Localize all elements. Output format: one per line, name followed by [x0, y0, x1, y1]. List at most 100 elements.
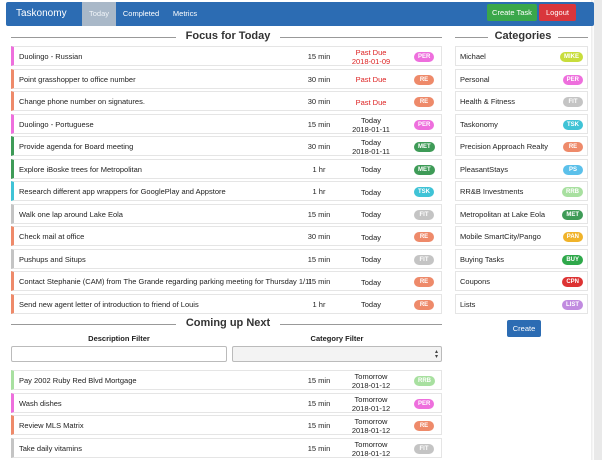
task-due-date: Past Due — [339, 92, 403, 112]
task-due-status: Today — [360, 300, 381, 309]
task-duration: 1 hr — [312, 187, 326, 196]
task-row[interactable]: Review MLS Matrix 15 min Tomorrow 2018-01-1… — [11, 415, 442, 435]
task-duration: 30 min — [307, 97, 331, 106]
task-duration: 30 min — [307, 232, 331, 241]
category-badge[interactable]: RE — [414, 299, 434, 310]
task-row[interactable]: Provide agenda for Board meeting 30 min To… — [11, 136, 442, 156]
create-category-button[interactable]: Create — [507, 320, 541, 337]
task-row[interactable]: Pay 2002 Ruby Red Blvd Mortgage 15 min Tom… — [11, 370, 442, 390]
task-duration: 15 min — [307, 52, 331, 61]
category-name: PleasantStays — [460, 164, 508, 174]
select-arrows-icon: ▴ ▾ — [434, 349, 438, 360]
task-row[interactable]: Duolingo - Russian 15 min Past Due 2018-01-… — [11, 46, 442, 66]
category-badge: PS — [563, 164, 583, 175]
category-name: Health & Fitness — [460, 97, 516, 106]
task-duration: 15 min — [307, 398, 331, 408]
category-badge[interactable]: PER — [414, 119, 435, 130]
category-badge[interactable]: MET — [414, 164, 435, 175]
category-name: RR&B Investments — [460, 187, 524, 196]
task-due-day: 2018-01-12 — [351, 448, 391, 458]
category-badge[interactable]: RE — [414, 421, 434, 431]
category-filter-select[interactable]: ▴ ▾ — [232, 346, 442, 362]
category-name: Mobile SmartCity/Pango — [460, 232, 541, 241]
task-due-date: Today — [339, 160, 403, 180]
task-row[interactable]: Point grasshopper to office number 30 min… — [11, 68, 442, 89]
category-badge[interactable]: RE — [414, 74, 434, 85]
category-badge: BUY — [562, 254, 583, 265]
task-row[interactable]: Wash dishes 15 min Tomorrow 2018-01-12 PER — [11, 392, 442, 413]
category-row[interactable]: PleasantStays PS — [455, 158, 588, 179]
category-name: Personal — [460, 74, 490, 84]
category-badge[interactable]: PER — [414, 52, 435, 62]
category-badge[interactable]: FIT — [414, 209, 434, 220]
category-row[interactable]: Personal PER — [455, 68, 588, 89]
create-task-button[interactable]: Create Task — [487, 4, 537, 21]
category-row[interactable]: RR&B Investments RRB — [455, 181, 588, 201]
task-due-status: Today — [360, 232, 381, 242]
category-badge[interactable]: FIT — [414, 443, 434, 454]
task-due-date: Today — [339, 227, 403, 247]
tab-completed[interactable]: Completed — [122, 9, 160, 18]
category-name: Michael — [460, 52, 486, 61]
category-name: Buying Tasks — [460, 254, 505, 264]
task-row[interactable]: Research different app wrappers for Goog… — [11, 181, 442, 201]
page-edge — [594, 0, 602, 460]
task-row[interactable]: Send new agent letter of introduction to… — [11, 293, 442, 314]
task-row[interactable]: Explore iBoske trees for Metropolitan 1 h… — [11, 158, 442, 180]
category-badge: PAN — [562, 232, 583, 242]
task-due-date: Today — [339, 250, 403, 270]
category-filter-label: Category Filter — [310, 334, 364, 343]
description-filter-label: Description Filter — [88, 334, 150, 343]
categories-title: Categories — [488, 30, 558, 42]
task-due-status: Today — [360, 165, 381, 174]
category-row[interactable]: Mobile SmartCity/Pango PAN — [455, 226, 588, 246]
logout-button[interactable]: Logout — [539, 4, 576, 21]
task-row[interactable]: Duolingo - Portuguese 15 min Today 2018-01-… — [11, 113, 442, 134]
description-filter-input[interactable] — [11, 346, 227, 362]
category-badge: RRB — [562, 187, 583, 197]
task-row[interactable]: Check mail at office 30 min Today RE — [11, 226, 442, 246]
category-badge[interactable]: FIT — [414, 254, 434, 265]
task-due-day: 2018-01-11 — [352, 147, 390, 156]
category-badge: MIKE — [560, 52, 583, 62]
tab-today[interactable]: Today — [82, 2, 116, 26]
task-row[interactable]: Walk one lap around Lake Eola 15 min Today… — [11, 203, 442, 225]
category-badge[interactable]: TSK — [414, 187, 434, 197]
task-duration: 15 min — [307, 376, 331, 385]
task-due-date: Tomorrow 2018-01-12 — [339, 416, 403, 436]
task-row[interactable]: Pushups and Situps 15 min Today FIT — [11, 248, 442, 270]
task-due-status: Past Due — [355, 97, 387, 107]
task-row[interactable]: Contact Stephanie (CAM) from The Grande … — [11, 271, 442, 291]
category-badge[interactable]: RE — [414, 277, 434, 287]
category-row[interactable]: Lists LIST — [455, 293, 588, 314]
category-name: Taskonomy — [460, 119, 498, 129]
category-row[interactable]: Taskonomy TSK — [455, 113, 588, 134]
task-description: Pushups and Situps — [19, 254, 86, 264]
tab-metrics[interactable]: Metrics — [172, 9, 198, 18]
task-due-status: Today — [360, 255, 381, 264]
brand-logo[interactable]: Taskonomy — [16, 8, 67, 19]
task-duration: 15 min — [307, 443, 331, 453]
category-row[interactable]: Health & Fitness FIT — [455, 91, 588, 111]
category-row[interactable]: Buying Tasks BUY — [455, 248, 588, 269]
task-duration: 1 hr — [312, 164, 326, 174]
category-badge[interactable]: RE — [414, 97, 434, 107]
category-row[interactable]: Michael MIKE — [455, 46, 588, 66]
category-badge[interactable]: RRB — [414, 376, 435, 386]
task-due-status: Today — [360, 138, 381, 147]
category-badge[interactable]: RE — [414, 232, 434, 242]
task-duration: 30 min — [307, 74, 331, 84]
task-description: Duolingo - Portuguese — [19, 119, 94, 129]
task-duration: 15 min — [307, 421, 331, 430]
task-row[interactable]: Take daily vitamins 15 min Tomorrow 2018-01… — [11, 437, 442, 458]
category-row[interactable]: Precision Approach Realty RE — [455, 136, 588, 156]
category-badge[interactable]: PER — [414, 398, 435, 409]
task-description: Wash dishes — [19, 398, 62, 408]
category-row[interactable]: Metropolitan at Lake Eola MET — [455, 203, 588, 224]
task-due-status: Today — [360, 277, 381, 287]
task-due-date: Today — [339, 205, 403, 225]
task-duration: 15 min — [307, 277, 331, 286]
task-row[interactable]: Change phone number on signatures. 30 min… — [11, 91, 442, 111]
category-row[interactable]: Coupons CPN — [455, 271, 588, 291]
category-badge[interactable]: MET — [414, 142, 435, 152]
